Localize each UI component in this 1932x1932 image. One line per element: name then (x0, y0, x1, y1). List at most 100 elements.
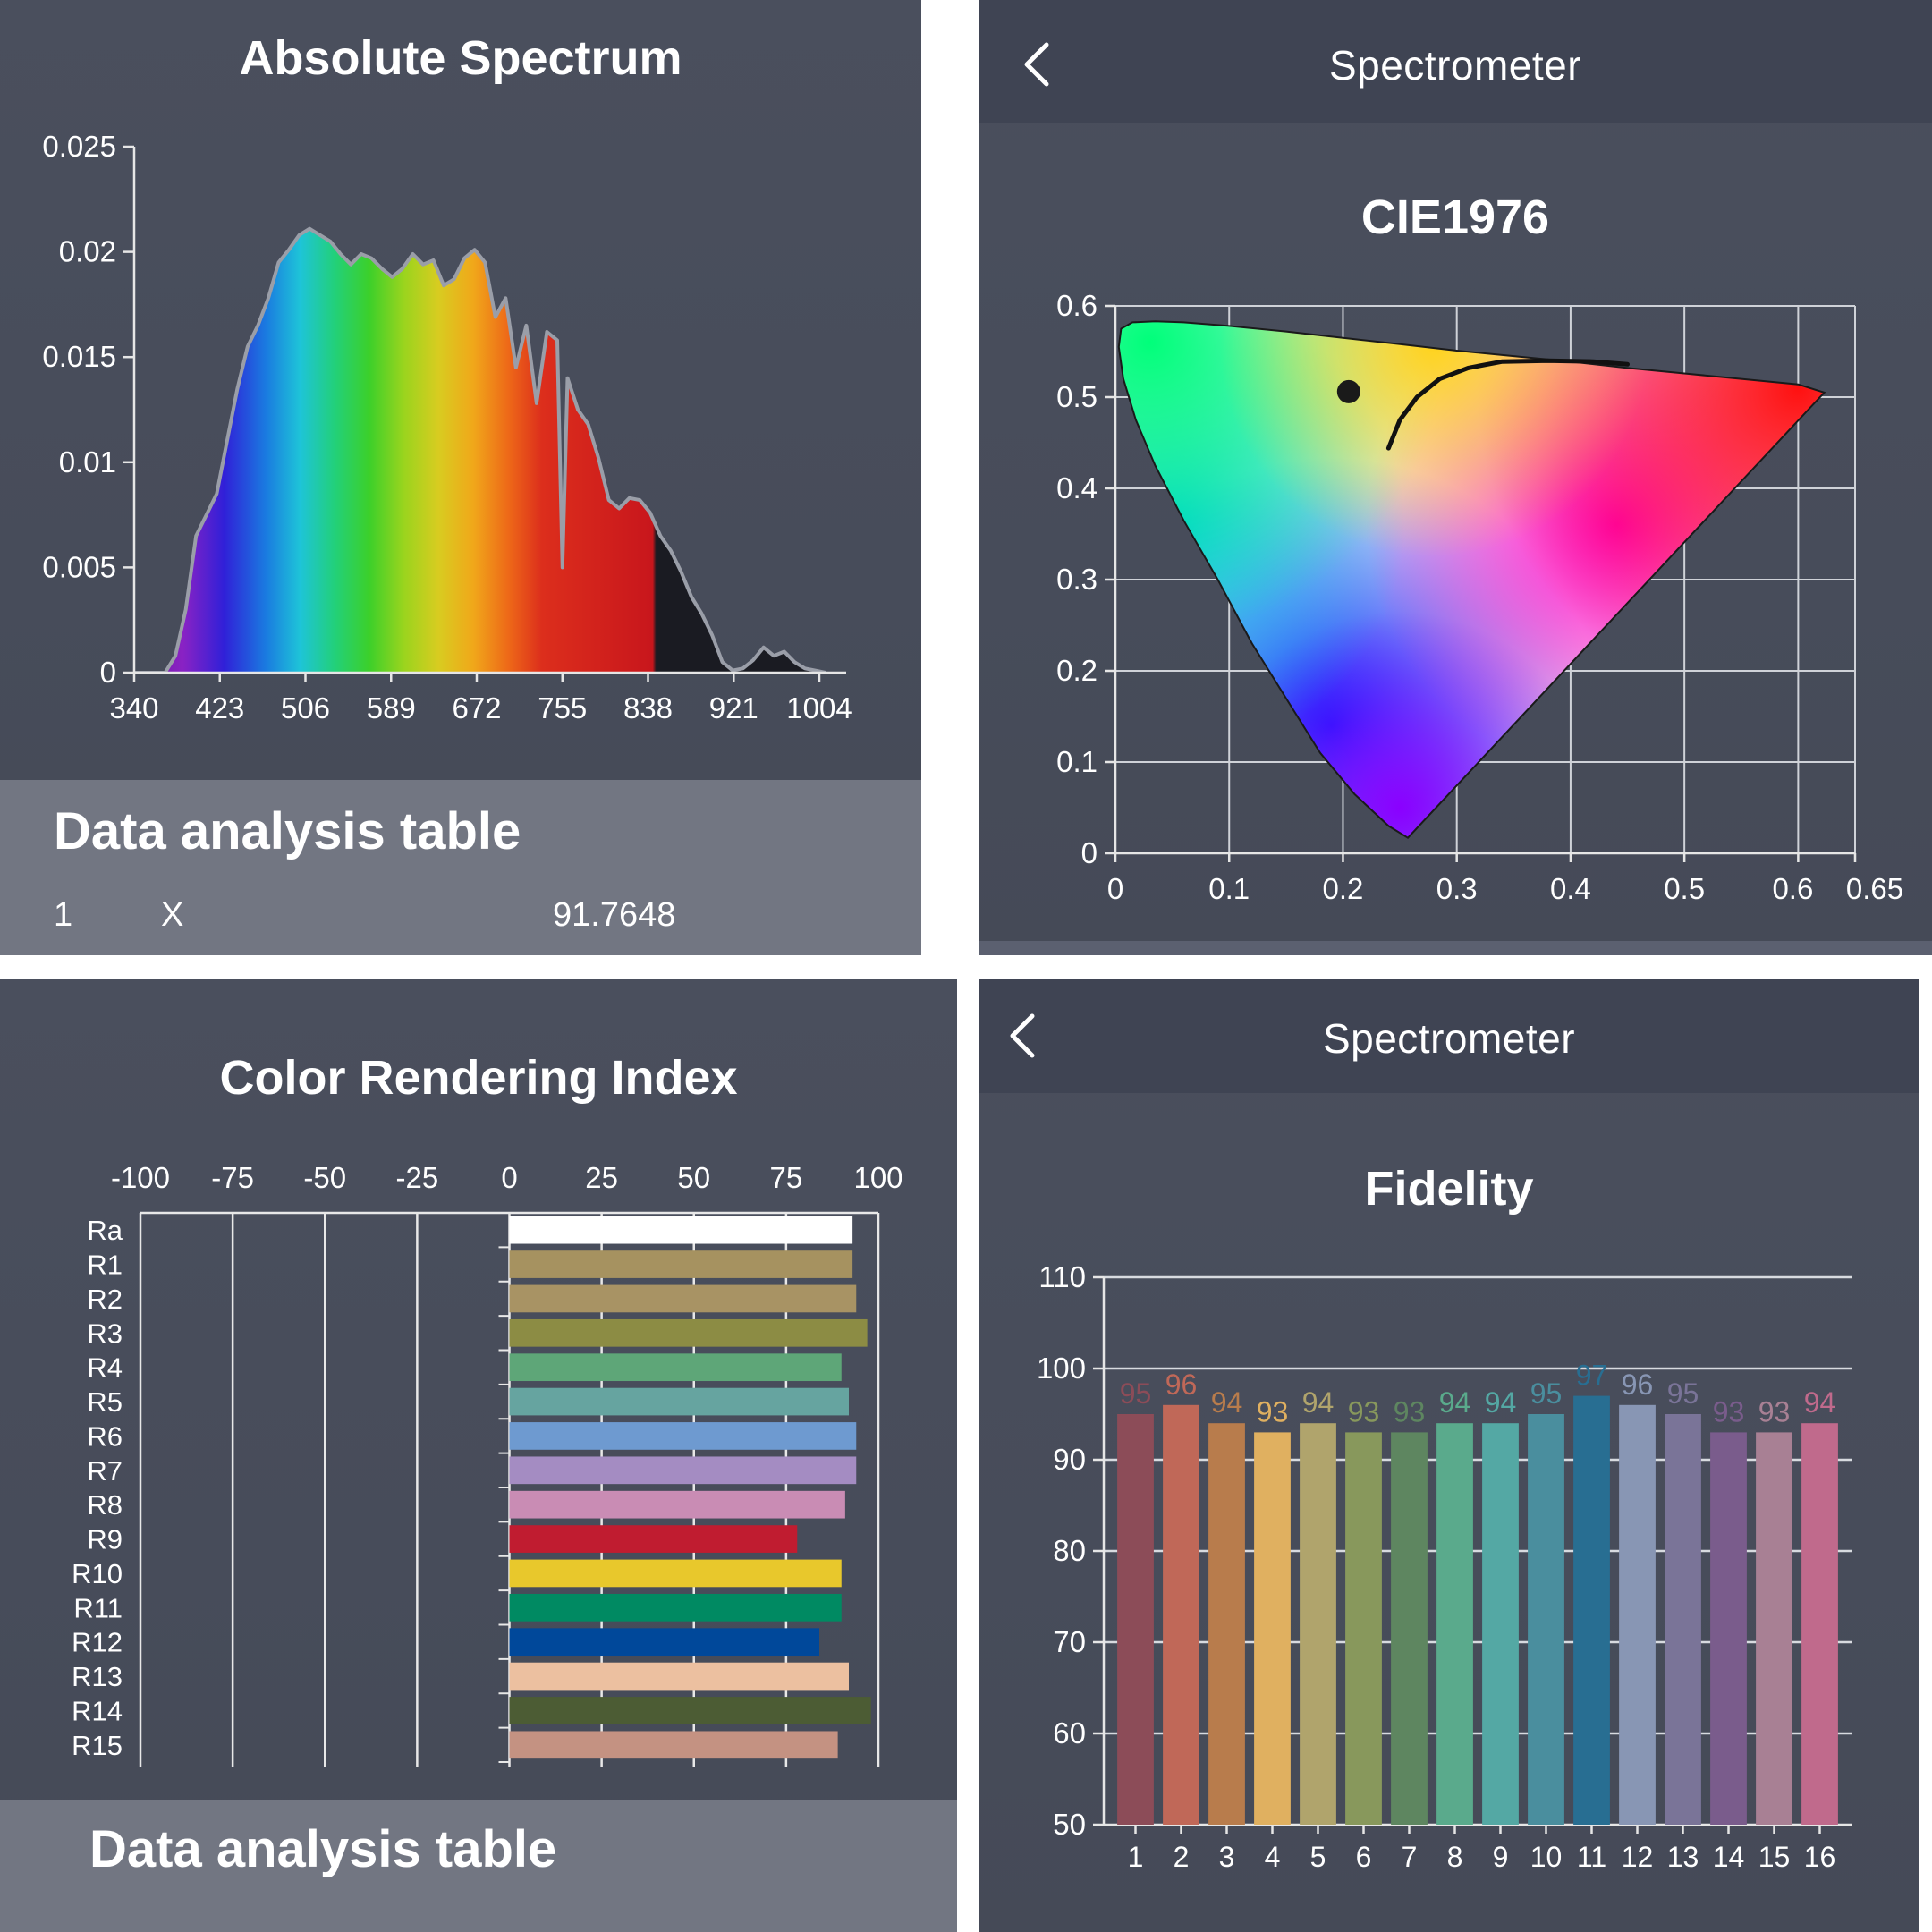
cri-bar-r9 (509, 1525, 798, 1553)
cri-bar-r12 (509, 1628, 819, 1657)
cri-bar-ra (509, 1216, 853, 1244)
data-label: 95 (1120, 1377, 1152, 1410)
cri-bar-r1 (509, 1250, 853, 1278)
fidelity-bar-12 (1619, 1404, 1656, 1825)
x-tick-label: 8 (1447, 1841, 1463, 1873)
y-tick-label: 0.6 (1056, 289, 1097, 322)
x-tick-label: 1 (1128, 1841, 1144, 1873)
x-tick-label: 50 (677, 1161, 710, 1194)
fidelity-panel: Spectrometer Fidelity 50 60 70 80 90 100 110 95… (979, 979, 1919, 1932)
data-label: 93 (1257, 1395, 1289, 1428)
x-tick-label: -50 (303, 1161, 346, 1194)
y-tick-label: 0.2 (1056, 654, 1097, 687)
cri-bar-r3 (509, 1318, 868, 1347)
x-tick-label: 506 (281, 691, 330, 724)
planckian-locus (1385, 358, 1630, 451)
cie1976-panel: Spectrometer CIE1976 0 0.1 0.2 0.3 0.4 0.5 0.6… (979, 0, 1932, 955)
x-tick-label: 423 (195, 691, 244, 724)
y-tick-label: R6 (87, 1420, 123, 1452)
fidelity-bar-15 (1756, 1432, 1792, 1825)
x-tick-label: 0 (501, 1161, 517, 1194)
x-tick-label: 11 (1577, 1841, 1606, 1873)
chart-title: Fidelity (1364, 1162, 1534, 1216)
cri-bar-r14 (509, 1697, 871, 1724)
x-tick-label: 0.4 (1550, 872, 1591, 905)
x-tick-label: 9 (1493, 1841, 1509, 1873)
x-tick-label: 7 (1402, 1841, 1418, 1873)
chart-title: Absolute Spectrum (239, 31, 682, 85)
bottom-strip (979, 941, 1932, 955)
data-analysis-table: Data analysis table (0, 1800, 957, 1932)
back-arrow-icon[interactable] (998, 1009, 1052, 1063)
x-tick-label: 0.2 (1323, 872, 1364, 905)
y-tick-label: 0.025 (42, 130, 116, 163)
fidelity-bar-10 (1528, 1414, 1564, 1825)
y-tick-label: 0.4 (1056, 471, 1097, 504)
y-tick-label: 0.01 (59, 445, 116, 479)
y-tick-label: 0 (1081, 836, 1097, 869)
x-tick-label: 100 (853, 1161, 902, 1194)
x-tick-label: 10 (1530, 1841, 1563, 1873)
x-tick-label: 0.6 (1772, 872, 1813, 905)
y-tick-label: R14 (72, 1695, 123, 1726)
fidelity-bar-2 (1163, 1404, 1199, 1825)
fidelity-chart: 50 60 70 80 90 100 110 95 1 96 2 94 3 93 4 94 5 93 6 93 7 94 8… (1037, 1260, 1852, 1873)
spectrum-chart: 0 0.005 0.01 0.015 0.02 0.025 340 423 506 589 672 7… (42, 130, 852, 724)
x-tick-label: 12 (1622, 1841, 1654, 1873)
table-title: Data analysis table (89, 1820, 557, 1878)
y-tick-label: R3 (87, 1318, 123, 1349)
fidelity-bar-1 (1117, 1414, 1154, 1825)
y-tick-label: 80 (1053, 1534, 1086, 1567)
back-arrow-icon[interactable] (1013, 38, 1066, 91)
data-label: 95 (1667, 1377, 1699, 1410)
y-tick-label: R4 (87, 1352, 123, 1384)
x-tick-label: 0.3 (1436, 872, 1478, 905)
x-tick-label: 0 (1107, 872, 1123, 905)
x-tick-label: 2 (1174, 1841, 1190, 1873)
y-tick-label: 0.3 (1056, 563, 1097, 596)
y-tick-label: 50 (1053, 1808, 1086, 1841)
cri-bar-r8 (509, 1490, 845, 1519)
y-tick-label: 0.1 (1056, 745, 1097, 778)
x-tick-label: 755 (538, 691, 587, 724)
color-rendering-index-panel: Color Rendering Index -100 -75 -50 -25 0 25 50… (0, 979, 957, 1932)
y-tick-label: R5 (87, 1386, 123, 1418)
y-tick-label: R11 (73, 1592, 123, 1623)
cie1976-chart: 0 0.1 0.2 0.3 0.4 0.5 0.6 0 0.1 0.2 0.3 0.4 0.5 0.6 0.… (1056, 289, 1903, 905)
y-tick-label: R1 (87, 1250, 123, 1281)
fidelity-bar-11 (1573, 1395, 1610, 1825)
fidelity-bar-9 (1482, 1423, 1519, 1825)
x-tick-label: -25 (396, 1161, 439, 1194)
cri-bar-r10 (509, 1559, 842, 1588)
fidelity-bar-16 (1801, 1423, 1838, 1825)
y-tick-label: R8 (87, 1489, 123, 1521)
fidelity-bar-7 (1391, 1432, 1428, 1825)
app-header: Spectrometer (979, 0, 1932, 123)
y-tick-label: 110 (1038, 1260, 1086, 1293)
x-tick-label: 1004 (786, 691, 852, 724)
fidelity-bar-3 (1208, 1423, 1245, 1825)
x-tick-label: -75 (211, 1161, 254, 1194)
x-tick-label: 25 (585, 1161, 618, 1194)
y-tick-label: 100 (1037, 1352, 1086, 1385)
app-header: Spectrometer (979, 979, 1919, 1093)
x-tick-label: -100 (111, 1161, 170, 1194)
x-tick-label: 4 (1265, 1841, 1281, 1873)
y-tick-label: 0.015 (42, 340, 116, 373)
x-tick-label: 0.65 (1846, 872, 1903, 905)
y-tick-label: 0.02 (59, 235, 116, 268)
data-label: 94 (1804, 1386, 1836, 1419)
fidelity-bar-5 (1300, 1423, 1336, 1825)
x-tick-label: 0.5 (1664, 872, 1705, 905)
fidelity-bar-13 (1665, 1414, 1701, 1825)
x-tick-label: 3 (1219, 1841, 1235, 1873)
data-label: 94 (1211, 1386, 1243, 1419)
data-label: 93 (1758, 1395, 1791, 1428)
fidelity-bar-8 (1436, 1423, 1473, 1825)
x-tick-label: 5 (1310, 1841, 1326, 1873)
cri-bar-r6 (509, 1422, 857, 1450)
cri-bar-r15 (509, 1731, 838, 1759)
y-tick-label: 0.005 (42, 550, 116, 583)
cri-bar-r7 (509, 1456, 857, 1485)
y-tick-label: 90 (1053, 1443, 1086, 1476)
